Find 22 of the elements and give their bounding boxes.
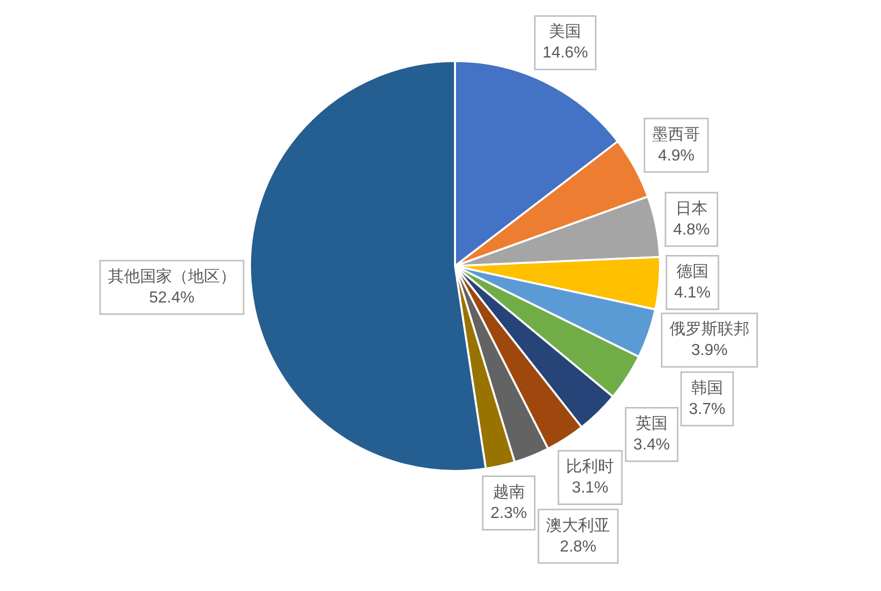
- data-label: 4.8%: [673, 221, 710, 238]
- slice-label: 英国: [636, 414, 668, 433]
- data-label: 2.8%: [560, 538, 596, 556]
- slice-label: 德国: [676, 264, 708, 281]
- slice-label: 墨西哥: [652, 126, 700, 144]
- data-label: 3.7%: [688, 400, 726, 418]
- data-label: 3.1%: [572, 480, 608, 497]
- data-label: 52.4%: [149, 289, 194, 306]
- slice-label: 日本: [675, 199, 708, 218]
- slice-label: 俄罗斯联邦: [669, 320, 750, 338]
- slice-label: 韩国: [691, 378, 724, 397]
- data-label: 3.4%: [633, 436, 670, 454]
- data-label: 14.6%: [542, 44, 588, 62]
- slice-label: 澳大利亚: [546, 516, 610, 534]
- slice-label: 越南: [492, 482, 525, 501]
- data-label: 4.9%: [658, 147, 694, 164]
- data-label: 2.3%: [490, 504, 527, 522]
- data-label: 3.9%: [691, 342, 728, 360]
- data-label: 4.1%: [674, 284, 711, 302]
- slice-label: 美国: [549, 22, 582, 41]
- slice-label: 比利时: [566, 458, 614, 476]
- slice-label: 其他国家（地区）: [108, 267, 236, 286]
